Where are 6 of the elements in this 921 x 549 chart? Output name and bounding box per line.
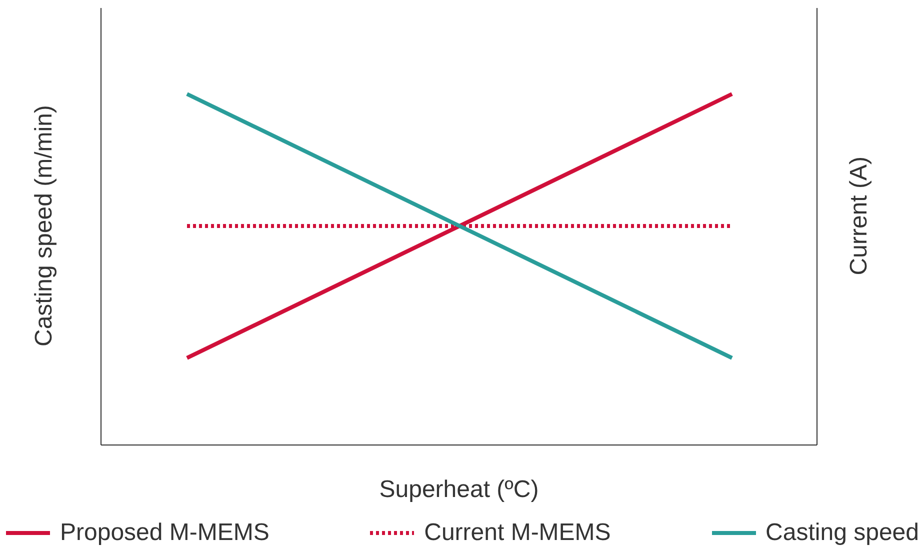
- y-axis-title: Casting speed (m/min): [30, 105, 58, 346]
- y2-axis-title: Current (A): [846, 156, 873, 276]
- x-axis-title: Superheat (ºC): [379, 476, 539, 503]
- legend-label: Proposed M-MEMS: [60, 519, 270, 547]
- legend-label: Current M-MEMS: [424, 519, 611, 547]
- legend-label: Casting speed: [766, 519, 919, 547]
